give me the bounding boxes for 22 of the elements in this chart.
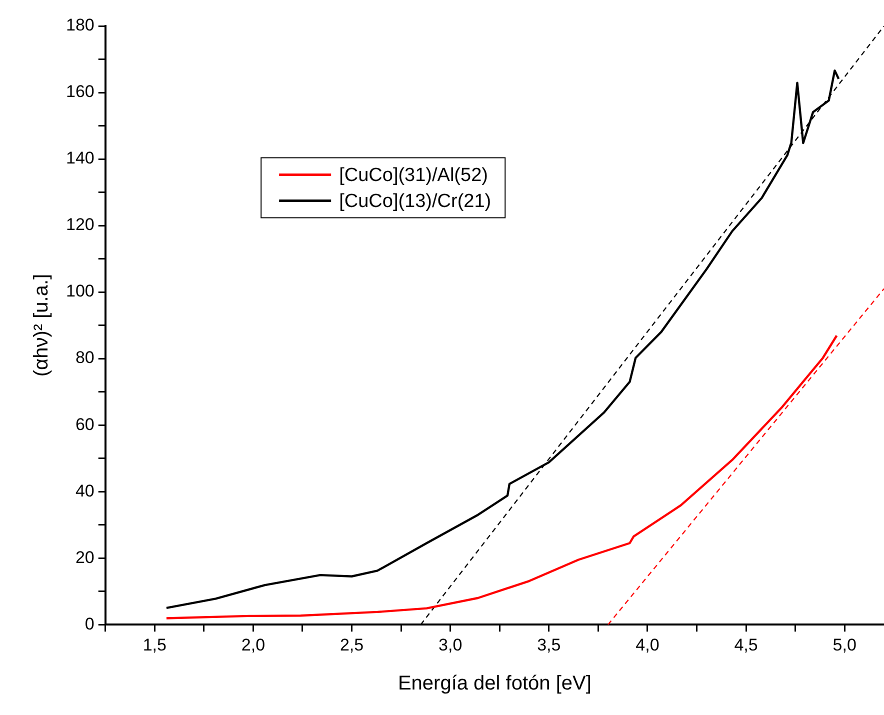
y-tick-label: 140	[66, 148, 94, 168]
x-axis-title: Energía del fotón [eV]	[398, 672, 592, 695]
x-tick-label: 3,5	[537, 635, 561, 654]
x-tick-label: 3,0	[438, 635, 462, 654]
x-tick-label: 4,0	[636, 635, 660, 654]
y-tick-label: 180	[66, 16, 94, 35]
y-axis-title: (αhν)² [u.a.]	[30, 274, 53, 377]
y-tick-label: 160	[66, 82, 94, 102]
y-tick-label: 0	[84, 614, 94, 634]
y-tick-label: 20	[75, 548, 94, 567]
x-tick-label: 5,0	[832, 635, 856, 654]
x-tick-label: 2,5	[340, 635, 364, 654]
y-tick-label: 120	[66, 215, 94, 234]
x-tick-label: 1,5	[142, 635, 166, 654]
legend-label: [CuCo](13)/Cr(21)	[339, 190, 492, 212]
x-tick-label: 4,5	[734, 635, 758, 654]
legend-label: [CuCo](31)/Al(52)	[339, 164, 488, 186]
y-tick-label: 100	[66, 282, 94, 301]
y-tick-label: 40	[75, 481, 94, 500]
y-tick-label: 60	[75, 414, 94, 434]
x-tick-label: 2,0	[241, 635, 266, 654]
y-tick-label: 80	[75, 348, 94, 368]
